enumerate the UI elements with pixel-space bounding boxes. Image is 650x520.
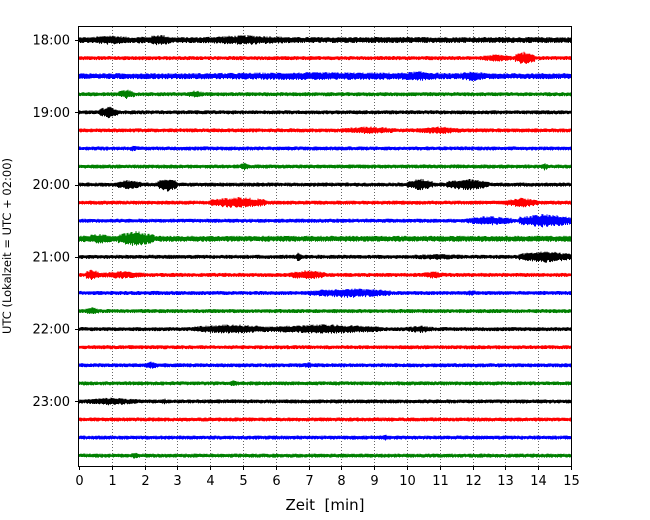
trace-line [78, 452, 572, 459]
x-axis-ticks: 0 1 2 3 4 5 6 7 8 9 10 11 12 13 14 15 [75, 466, 580, 489]
trace-line [78, 324, 572, 334]
trace-line [78, 269, 572, 280]
trace-line [78, 397, 572, 406]
trace-line [78, 34, 572, 46]
trace-line [78, 51, 572, 64]
x-tick-label: 15 [563, 474, 580, 489]
trace-line [78, 89, 572, 100]
y-axis-title: UTC (Lokalzeit = UTC + 02:00) [0, 158, 14, 334]
x-tick-label: 0 [75, 474, 83, 489]
seismic-traces [78, 34, 572, 459]
y-tick-label: 18:00 [33, 34, 70, 49]
trace-line [78, 251, 572, 263]
y-tick-label: 19:00 [33, 106, 70, 121]
trace-line [78, 145, 572, 152]
x-tick-label: 1 [108, 474, 116, 489]
x-tick-label: 7 [305, 474, 313, 489]
trace-line [78, 361, 572, 369]
x-tick-label: 13 [497, 474, 514, 489]
x-tick-label: 11 [432, 474, 449, 489]
trace-line [78, 106, 572, 119]
x-tick-label: 14 [530, 474, 547, 489]
y-tick-label: 22:00 [33, 323, 70, 338]
trace-line [78, 162, 572, 171]
trace-line [78, 345, 572, 350]
trace-line [78, 71, 572, 82]
trace-line [78, 288, 572, 298]
x-tick-label: 9 [370, 474, 378, 489]
x-tick-label: 3 [173, 474, 181, 489]
y-tick-label: 21:00 [33, 250, 70, 265]
x-tick-label: 10 [399, 474, 416, 489]
trace-line [78, 417, 572, 422]
x-tick-label: 4 [206, 474, 214, 489]
trace-line [78, 231, 572, 246]
x-axis-title: Zeit [min] [285, 496, 364, 514]
trace-line [78, 307, 572, 314]
trace-line [78, 434, 572, 441]
x-tick-label: 5 [239, 474, 247, 489]
vertical-gridlines [112, 27, 539, 466]
x-tick-label: 8 [337, 474, 345, 489]
x-tick-label: 12 [465, 474, 482, 489]
x-tick-label: 2 [141, 474, 149, 489]
y-tick-label: 20:00 [33, 178, 70, 193]
trace-line [78, 380, 572, 386]
plot-frame [78, 26, 572, 467]
trace-line [78, 178, 572, 192]
x-tick-label: 6 [272, 474, 280, 489]
trace-line [78, 197, 572, 208]
trace-line [78, 214, 572, 228]
y-tick-label: 23:00 [33, 395, 70, 410]
trace-line [78, 126, 572, 135]
y-axis-ticks: 18:00 19:00 20:00 21:00 22:00 23:00 [33, 34, 79, 410]
